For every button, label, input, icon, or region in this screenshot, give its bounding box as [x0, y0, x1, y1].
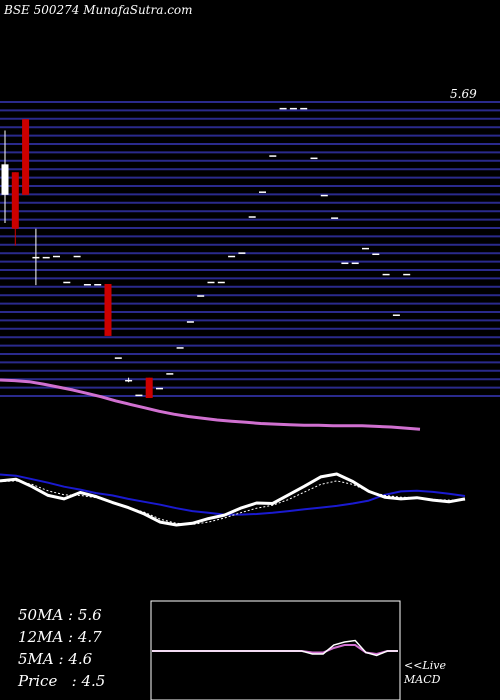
candle — [197, 295, 205, 297]
candle — [217, 281, 225, 284]
candle — [11, 172, 19, 229]
legend-ma5: 5MA : 4.6 — [18, 650, 93, 668]
candle — [114, 357, 122, 359]
macd-title-label: MACD — [404, 673, 441, 686]
macd-live-label: <<Live — [404, 659, 446, 672]
candle — [186, 321, 194, 323]
candle — [248, 216, 256, 218]
candle — [310, 157, 318, 160]
candles — [1, 107, 411, 398]
candle — [207, 281, 215, 284]
candle — [1, 164, 9, 195]
candle — [372, 253, 380, 256]
candle — [73, 255, 81, 258]
candle — [125, 379, 133, 382]
price-axis-top-label: 5.69 — [450, 87, 477, 101]
candle — [362, 247, 369, 250]
candle — [104, 283, 112, 336]
candle — [259, 191, 266, 193]
candle — [32, 256, 40, 259]
price-axis-labels: 5.69 — [450, 87, 477, 101]
legend-ma12: 12MA : 4.7 — [18, 628, 102, 646]
candle — [135, 394, 143, 397]
legend-ma50: 50MA : 5.6 — [18, 606, 102, 624]
candle — [176, 347, 184, 349]
candle — [156, 387, 163, 390]
ma-reference-line — [0, 480, 465, 525]
candle — [228, 255, 236, 258]
ma5-line — [0, 472, 466, 527]
candle — [382, 273, 390, 276]
candle — [166, 373, 174, 375]
ma12-line — [0, 473, 466, 516]
candle — [403, 273, 411, 276]
candle — [145, 377, 153, 398]
candle — [300, 107, 308, 110]
candle — [22, 119, 30, 195]
candle — [351, 262, 359, 265]
candle — [279, 107, 287, 110]
macd-line — [152, 639, 398, 657]
macd-label: <<Live MACD — [404, 659, 446, 687]
ma50-line — [0, 378, 421, 431]
legend-price: Price : 4.5 — [18, 672, 106, 690]
candle — [289, 107, 297, 110]
candle — [320, 194, 328, 197]
candle — [341, 262, 349, 265]
candle — [53, 255, 60, 258]
price-grid — [0, 101, 500, 397]
chart-header: BSE 500274 MunafaSutra.com — [4, 3, 193, 17]
candle — [331, 217, 339, 219]
candle — [392, 314, 400, 316]
candle — [238, 252, 246, 254]
candle — [42, 256, 50, 259]
macd-lines — [152, 639, 398, 657]
ma-legend: 50MA : 5.6 12MA : 4.7 5MA : 4.6 Price : … — [18, 604, 105, 692]
candle — [83, 283, 91, 286]
moving-average-lines — [0, 378, 466, 527]
candle — [63, 281, 71, 284]
candle — [94, 283, 102, 286]
candle — [269, 155, 277, 157]
